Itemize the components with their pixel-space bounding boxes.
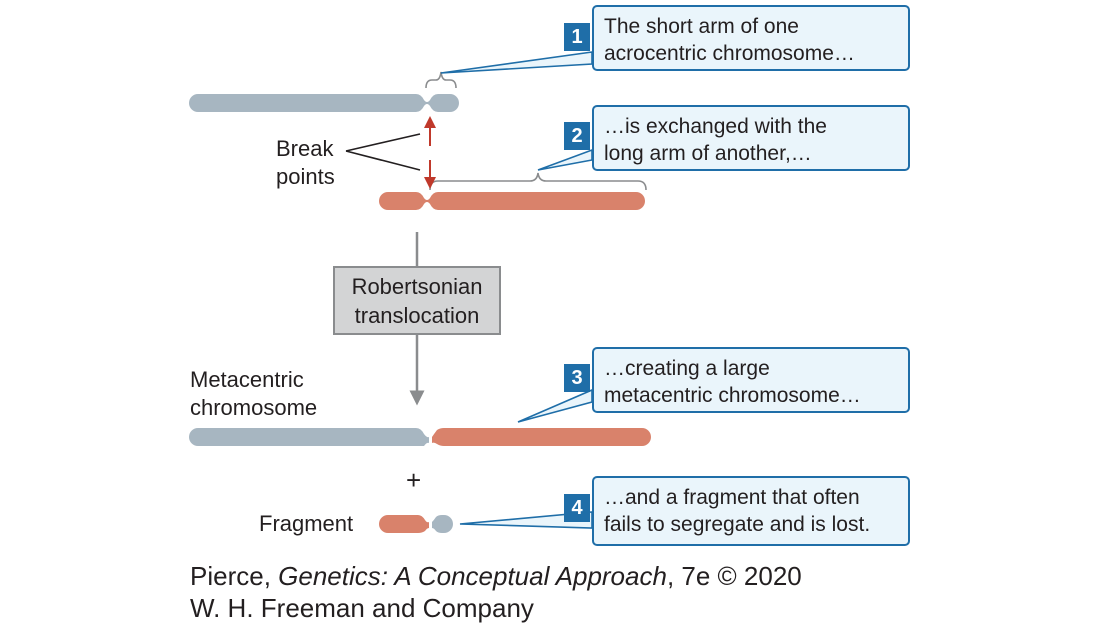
callout-3: …creating a large metacentric chromosome… [592,347,910,413]
callout-1-pointer [440,51,593,74]
break-point-arrow-up [424,116,436,146]
metacentric-left-arm [189,428,429,446]
break-point-arrow-down [424,160,436,189]
fragment-red-piece [379,515,429,533]
process-line1: Robertsonian [351,274,483,299]
break-leader-up [345,133,421,152]
metacentric-right-arm [432,428,651,446]
callout-1-number-badge: 1 [564,23,590,51]
chromosome-acrocentric-2 [379,192,645,210]
fragment-label: Fragment [259,511,354,536]
credit-edition: , 7e © 2020 [666,561,802,591]
short-arm-brace [425,71,457,89]
robertsonian-translocation-box: Robertsonian translocation [333,266,501,335]
long-arm-brace [429,172,647,191]
credit-line-1: Pierce, Genetics: A Conceptual Approach,… [190,560,802,592]
chromosome-acrocentric-1 [189,94,459,112]
callout-2-line2: long arm of another,… [604,142,812,165]
break-points-label: Break points [276,135,335,191]
callout-2-line1: …is exchanged with the [604,115,827,138]
break-points-line2: points [276,164,335,189]
plus-sign: + [406,465,422,495]
callout-4-line1: …and a fragment that often [604,486,860,509]
callout-3-number-badge: 3 [564,364,590,392]
callout-1-line1: The short arm of one [604,15,799,38]
credit-book-title: Genetics: A Conceptual Approach [278,561,667,591]
break-leader-down [345,150,421,171]
callout-3-line1: …creating a large [604,357,770,380]
callout-2: …is exchanged with the long arm of anoth… [592,105,910,171]
credit-author: Pierce, [190,561,279,591]
callout-2-number-badge: 2 [564,122,590,150]
fragment-gray-piece [432,515,453,533]
callout-4-number-badge: 4 [564,494,590,522]
callout-3-line2: metacentric chromosome… [604,384,861,407]
metacentric-chromosome-label: Metacentric chromosome [190,366,317,422]
break-points-line1: Break [276,136,334,161]
metacentric-line2: chromosome [190,395,318,420]
process-line2: translocation [354,303,480,328]
metacentric-line1: Metacentric [190,367,304,392]
credit-publisher: W. H. Freeman and Company [190,593,534,623]
callout-1-line2: acrocentric chromosome… [604,42,855,65]
callout-4: …and a fragment that often fails to segr… [592,476,910,546]
callout-2-pointer [537,148,593,171]
callout-1: The short arm of one acrocentric chromos… [592,5,910,71]
callout-4-line2: fails to segregate and is lost. [604,513,871,536]
callout-3-pointer [517,388,593,423]
